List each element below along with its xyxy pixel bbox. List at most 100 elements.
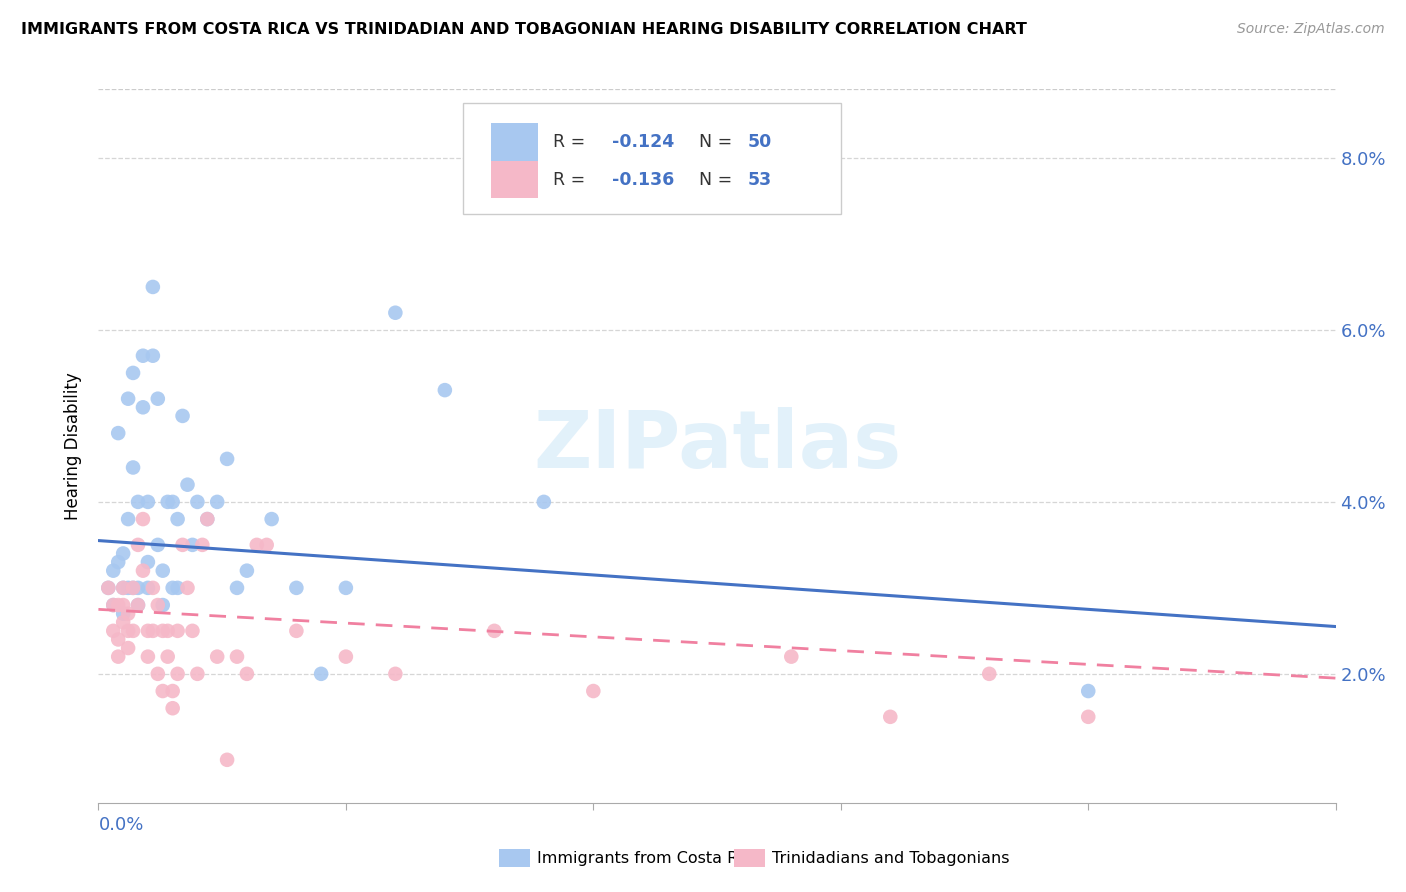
Point	[136, 555, 159, 569]
Point	[103, 598, 125, 612]
Text: ZIPatlas: ZIPatlas	[533, 407, 901, 485]
Point	[156, 495, 179, 509]
Point	[195, 512, 218, 526]
Point	[152, 624, 174, 638]
Point	[172, 409, 194, 423]
Point	[112, 581, 135, 595]
Point	[166, 624, 188, 638]
Point	[205, 649, 228, 664]
Point	[162, 495, 184, 509]
Point	[142, 624, 165, 638]
Point	[112, 598, 135, 612]
Point	[112, 607, 135, 621]
Point	[107, 555, 129, 569]
Point	[117, 624, 139, 638]
Point	[191, 538, 214, 552]
Point	[236, 666, 259, 681]
Text: Immigrants from Costa Rica: Immigrants from Costa Rica	[537, 852, 762, 866]
Point	[107, 598, 129, 612]
Point	[132, 401, 155, 415]
Point	[195, 512, 218, 526]
Text: R =: R =	[553, 171, 591, 189]
Point	[103, 564, 125, 578]
Point	[226, 649, 249, 664]
Point	[1077, 684, 1099, 698]
Point	[384, 306, 406, 320]
Point	[285, 624, 308, 638]
Point	[127, 581, 149, 595]
Point	[186, 666, 208, 681]
Point	[162, 701, 184, 715]
Text: R =: R =	[553, 133, 591, 151]
Point	[217, 451, 239, 466]
Text: -0.124: -0.124	[612, 133, 673, 151]
Point	[122, 581, 145, 595]
Point	[879, 710, 901, 724]
Text: 53: 53	[748, 171, 772, 189]
Point	[117, 641, 139, 656]
Point	[226, 581, 249, 595]
Point	[132, 512, 155, 526]
Point	[162, 684, 184, 698]
Point	[97, 581, 120, 595]
Point	[142, 280, 165, 294]
Point	[122, 366, 145, 380]
Point	[112, 615, 135, 630]
Text: Trinidadians and Tobagonians: Trinidadians and Tobagonians	[772, 852, 1010, 866]
Point	[162, 581, 184, 595]
Point	[112, 581, 135, 595]
Point	[117, 581, 139, 595]
Point	[181, 538, 204, 552]
Point	[172, 538, 194, 552]
Point	[152, 564, 174, 578]
Point	[166, 512, 188, 526]
Point	[136, 581, 159, 595]
Point	[132, 349, 155, 363]
Point	[533, 495, 555, 509]
Point	[117, 392, 139, 406]
Point	[335, 581, 357, 595]
Point	[260, 512, 283, 526]
Point	[136, 624, 159, 638]
Point	[136, 495, 159, 509]
Point	[122, 581, 145, 595]
Point	[979, 666, 1001, 681]
Point	[309, 666, 332, 681]
Point	[112, 546, 135, 560]
Text: Source: ZipAtlas.com: Source: ZipAtlas.com	[1237, 22, 1385, 37]
Point	[127, 598, 149, 612]
Point	[256, 538, 278, 552]
Point	[335, 649, 357, 664]
Text: -0.136: -0.136	[612, 171, 673, 189]
Point	[117, 607, 139, 621]
Point	[433, 383, 456, 397]
Point	[156, 649, 179, 664]
Point	[176, 581, 198, 595]
Point	[107, 649, 129, 664]
Point	[246, 538, 269, 552]
Point	[205, 495, 228, 509]
Point	[285, 581, 308, 595]
Y-axis label: Hearing Disability: Hearing Disability	[65, 372, 83, 520]
Point	[146, 538, 169, 552]
Point	[1077, 710, 1099, 724]
Point	[166, 581, 188, 595]
Text: N =: N =	[699, 133, 737, 151]
Point	[127, 495, 149, 509]
Point	[142, 581, 165, 595]
Text: 50: 50	[748, 133, 772, 151]
Point	[146, 392, 169, 406]
Point	[236, 564, 259, 578]
Point	[156, 624, 179, 638]
Point	[107, 632, 129, 647]
FancyBboxPatch shape	[491, 161, 537, 198]
Point	[152, 684, 174, 698]
Point	[127, 538, 149, 552]
Point	[97, 581, 120, 595]
FancyBboxPatch shape	[491, 123, 537, 161]
Point	[181, 624, 204, 638]
Text: N =: N =	[699, 171, 737, 189]
Point	[176, 477, 198, 491]
Point	[582, 684, 605, 698]
Point	[384, 666, 406, 681]
